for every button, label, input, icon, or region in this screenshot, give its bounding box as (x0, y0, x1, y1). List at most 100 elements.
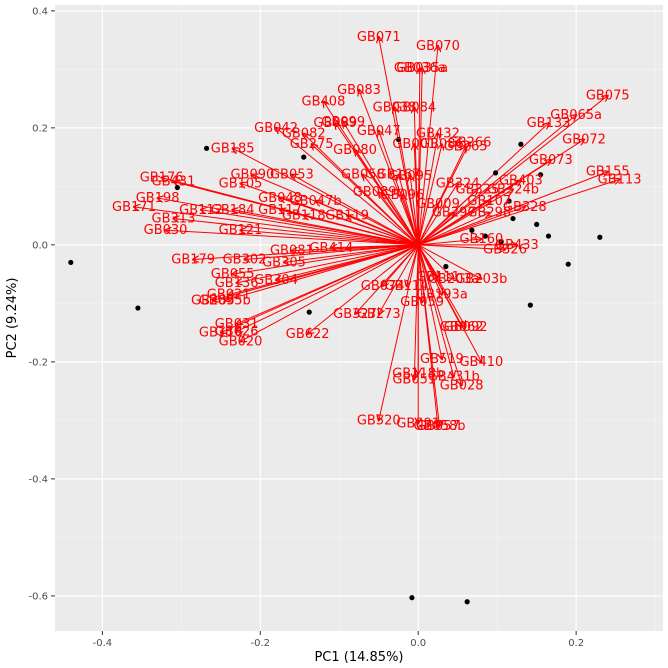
loading-arrow (284, 244, 419, 263)
data-point (565, 261, 571, 267)
loading-label: GB176 (140, 171, 184, 186)
loading-arrow (347, 216, 419, 246)
y-tick-label: -0.2 (28, 357, 48, 368)
x-axis-title: PC1 (14.85%) (314, 650, 403, 665)
loading-label: GB324 (436, 176, 480, 191)
loading-arrow (402, 195, 419, 246)
loading-arrow (418, 68, 420, 245)
y-tick-label: 0.0 (32, 240, 48, 251)
loading-arrow (395, 107, 419, 245)
data-point (518, 141, 524, 147)
loading-arrow (312, 144, 419, 246)
loading-label: GB432 (416, 127, 460, 142)
loading-label: GB057 (416, 419, 460, 434)
loading-arrow (414, 244, 419, 380)
loading-label: GB026 (215, 324, 259, 339)
loading-label: GB304 (254, 273, 298, 288)
loading-label: GB095 (388, 169, 432, 184)
loading-label: GB084 (392, 100, 436, 115)
loading-arrow (225, 244, 419, 301)
loading-label: GB203b (455, 272, 507, 287)
loading-arrow (134, 207, 419, 246)
data-point (534, 221, 540, 227)
loading-label: GB433 (495, 238, 539, 253)
loading-label: GB114 (384, 279, 428, 294)
loading-arrow (417, 144, 442, 245)
loading-arrows (134, 37, 620, 426)
loading-label: GB403 (499, 174, 543, 189)
loading-label: GB302 (223, 252, 267, 267)
loading-label: GB285 (191, 293, 235, 308)
loading-label: GB020 (219, 334, 263, 349)
loading-label: GB062 (440, 320, 484, 335)
loading-arrow (379, 131, 419, 246)
loading-arrow (417, 46, 438, 245)
data-point (306, 309, 312, 315)
loading-label: GB119 (325, 209, 369, 224)
loading-label: GB111 (416, 270, 460, 285)
loading-label: GB071 (357, 30, 401, 45)
data-point (506, 198, 512, 204)
loading-label: GB171 (112, 200, 156, 215)
loading-label: GB520 (357, 413, 401, 428)
loading-label: GB009 (416, 197, 460, 212)
loading-label: GB193a (416, 288, 468, 303)
loading-label: GB065a (550, 108, 602, 123)
loading-label: GB092 (444, 320, 488, 335)
loading-label: GB313 (152, 212, 196, 227)
score-points (68, 136, 603, 605)
loading-label: GB028 (440, 378, 484, 393)
loading-arrow (417, 244, 454, 279)
loading-label: GB082 (282, 127, 326, 142)
loading-label: GB035a (396, 61, 448, 76)
loading-arrow (417, 244, 481, 279)
loading-label: GB001 (392, 137, 436, 152)
loading-label: GB327 (333, 307, 377, 322)
loading-arrow (201, 210, 419, 246)
loading-label: GB155 (586, 165, 630, 180)
loading-label: GB047b (290, 194, 342, 209)
loading-label: GB072 (562, 133, 606, 148)
loading-label: GB167 (377, 168, 421, 183)
loading-arrow (410, 176, 419, 245)
loading-label: GB273 (357, 307, 401, 322)
loading-arrow (193, 244, 419, 260)
loading-label: GB074 (361, 279, 405, 294)
loading-label: GB030 (144, 223, 188, 238)
loading-arrow (379, 244, 419, 421)
data-point (510, 215, 516, 222)
loading-label: GB091 (396, 416, 440, 431)
loading-arrow (417, 204, 438, 246)
loading-arrow (276, 128, 419, 246)
loading-label: GB048 (258, 191, 302, 206)
loading-arrow (379, 244, 419, 314)
loading-arrow (417, 213, 454, 246)
x-tick-label: -0.4 (93, 638, 113, 649)
loading-label: GB107 (467, 194, 511, 209)
loading-label: GB112 (179, 203, 223, 218)
loading-arrow (245, 244, 419, 260)
loading-label: GB410 (459, 355, 503, 370)
loading-label: GB075 (586, 89, 630, 104)
loading-label: GB036a (394, 61, 446, 76)
loading-arrow (355, 244, 419, 314)
loading-label: GB328 (503, 200, 547, 215)
loading-label: GB086 (420, 137, 464, 152)
loading-label: GB070 (416, 39, 460, 54)
loading-arrow (417, 183, 457, 246)
data-point (68, 259, 74, 266)
loading-label: GB265 (444, 140, 488, 155)
y-tick-label: -0.4 (28, 474, 48, 485)
loading-label: GB184 (211, 203, 255, 218)
loading-arrow (241, 230, 419, 246)
loading-arrow (308, 244, 419, 334)
x-tick-label: 0.2 (568, 638, 584, 649)
loading-label: GB090 (230, 168, 274, 183)
loading-label: GB160 (459, 232, 503, 247)
loading-arrow (379, 192, 419, 246)
loading-label: GB431 (152, 175, 196, 190)
loading-label: GB298 (467, 206, 511, 221)
loading-arrow (418, 239, 481, 246)
loading-arrow (418, 244, 505, 250)
loading-arrow (417, 134, 438, 245)
